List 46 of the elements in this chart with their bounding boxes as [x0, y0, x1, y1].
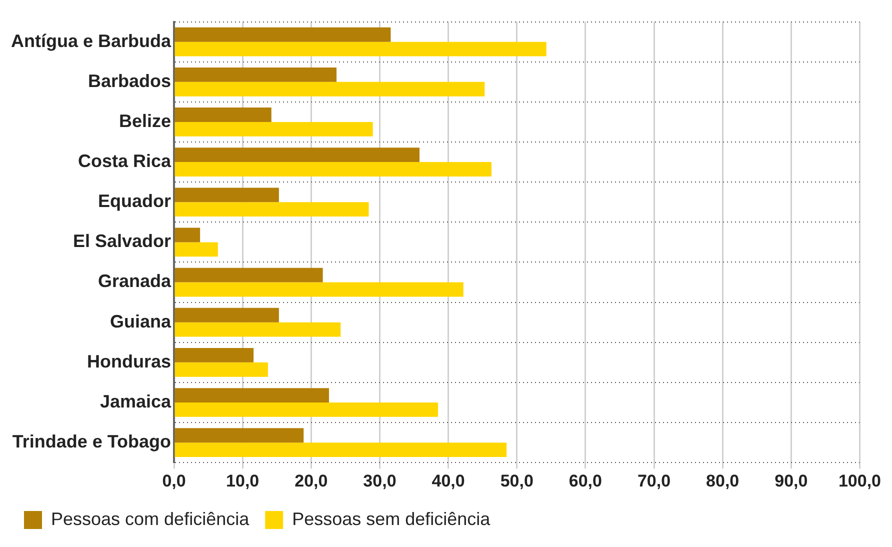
bar — [174, 348, 254, 362]
y-tick-label: Honduras — [87, 351, 172, 372]
bar — [174, 188, 279, 202]
bar — [174, 148, 420, 162]
bar — [174, 108, 272, 122]
bar — [174, 67, 337, 82]
x-tick-label: 10,0 — [226, 471, 260, 490]
bar — [174, 27, 391, 42]
bar — [174, 82, 485, 96]
bar — [174, 282, 464, 297]
bar — [174, 362, 268, 377]
x-tick-label: 70,0 — [637, 471, 671, 490]
x-tick-label: 100,0 — [838, 471, 882, 490]
bar — [174, 308, 279, 322]
y-tick-label: Equador — [98, 191, 172, 212]
x-tick-label: 50,0 — [500, 471, 534, 490]
bar — [174, 242, 218, 257]
bar — [174, 42, 546, 56]
legend-label: Pessoas sem deficiência — [292, 508, 492, 529]
bar — [174, 122, 373, 136]
x-tick-label: 40,0 — [432, 471, 465, 490]
bar — [174, 202, 369, 217]
x-tick-label: 30,0 — [363, 471, 396, 490]
bar — [174, 322, 341, 337]
y-tick-label: Belize — [118, 110, 172, 131]
y-tick-label: Guiana — [110, 311, 172, 332]
y-tick-label: Trindade e Tobago — [12, 432, 172, 452]
bar — [174, 442, 507, 457]
y-tick-label: Costa Rica — [78, 151, 172, 172]
x-tick-label: 20,0 — [294, 471, 328, 490]
x-tick-label: 0,0 — [162, 471, 186, 490]
x-tick-label: 60,0 — [568, 471, 602, 490]
bar — [174, 228, 200, 242]
bar — [174, 402, 438, 417]
bar — [174, 268, 323, 282]
bar — [174, 428, 304, 443]
y-tick-label: Antígua e Barbuda — [11, 30, 172, 51]
y-tick-label: Barbados — [88, 70, 172, 91]
y-tick-label: Jamaica — [100, 391, 172, 412]
x-tick-label: 80,0 — [706, 471, 740, 490]
y-tick-label: Granada — [98, 271, 172, 292]
x-tick-label: 90,0 — [774, 471, 808, 490]
y-tick-label: El Salvador — [72, 231, 172, 252]
legend-label: Pessoas com deficiência — [51, 508, 250, 529]
bar — [174, 388, 329, 402]
bar — [174, 162, 492, 176]
